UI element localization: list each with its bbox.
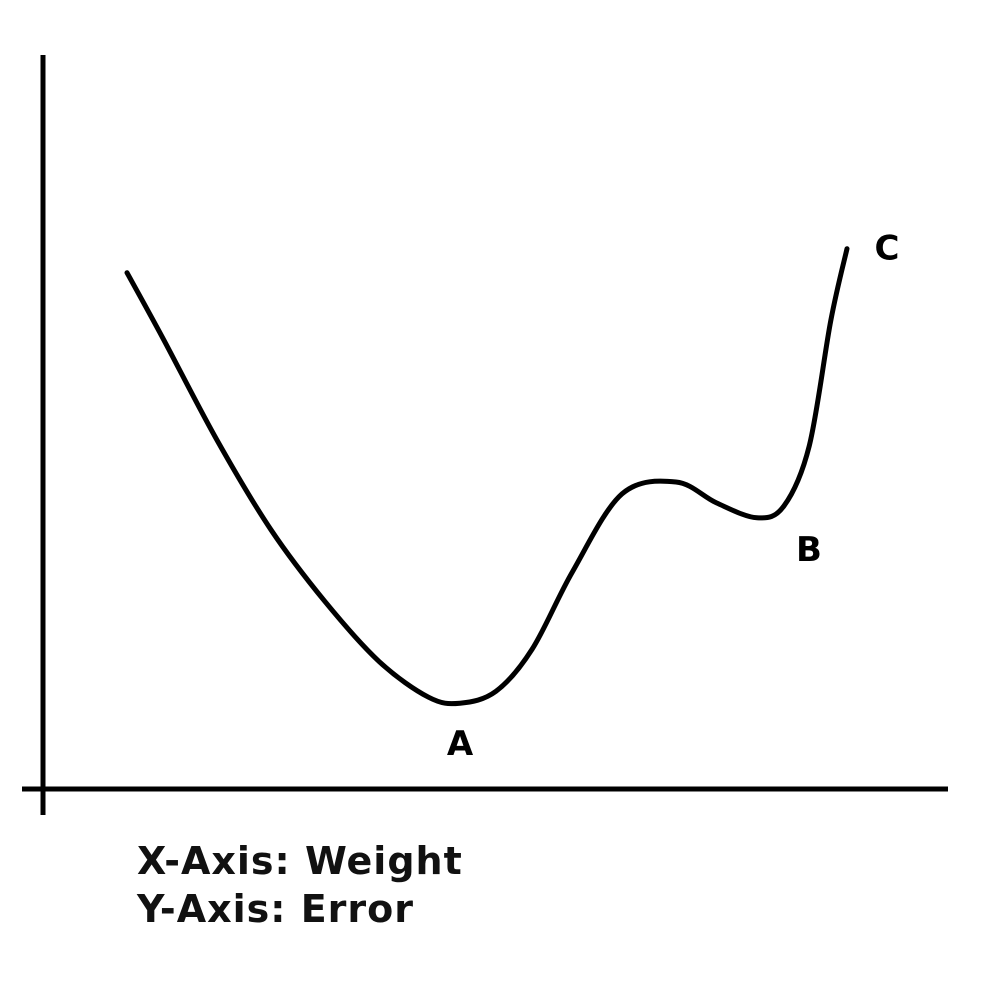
point-labels: A B C bbox=[447, 229, 900, 765]
error-curve bbox=[124, 246, 850, 707]
y-axis-caption: Y-Axis: Error bbox=[137, 887, 414, 931]
point-label-a: A bbox=[447, 724, 474, 764]
point-label-b: B bbox=[796, 530, 822, 570]
x-axis-caption: X-Axis: Weight bbox=[137, 839, 463, 883]
point-label-c: C bbox=[875, 229, 900, 269]
